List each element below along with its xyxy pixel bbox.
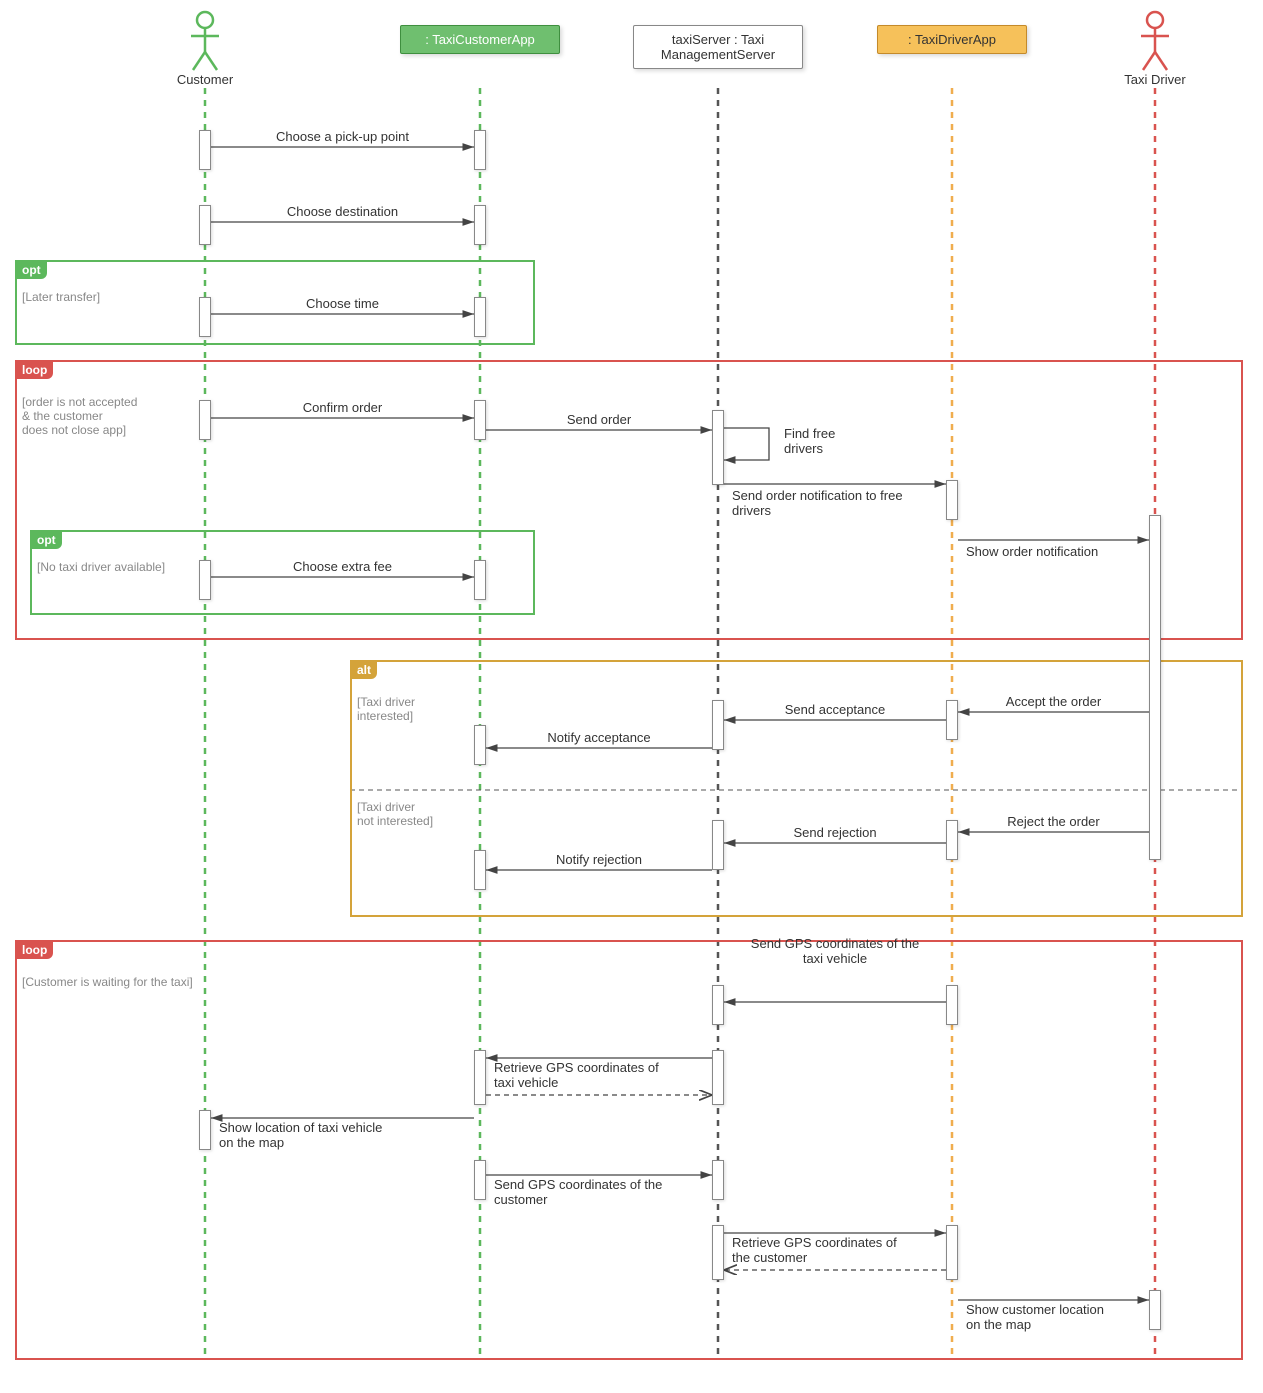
activation-8 bbox=[712, 410, 724, 485]
activation-23 bbox=[199, 1110, 211, 1150]
message-7-label: Show order notification bbox=[966, 544, 1098, 559]
fragment-opt-0-guard: [Later transfer] bbox=[22, 290, 100, 304]
fragment-opt-0-tab: opt bbox=[16, 261, 47, 279]
actor-customer-icon bbox=[191, 12, 219, 70]
fragment-loop-4-tab: loop bbox=[16, 941, 53, 959]
message-10-label: Send acceptance bbox=[724, 702, 946, 717]
activation-5 bbox=[474, 297, 486, 337]
message-8-label: Choose extra fee bbox=[211, 559, 474, 574]
activation-13 bbox=[946, 700, 958, 740]
fragment-alt-3-guard2: [Taxi drivernot interested] bbox=[357, 800, 433, 828]
message-4-label: Send order bbox=[486, 412, 712, 427]
activation-21 bbox=[474, 1050, 486, 1105]
message-6-label: Send order notification to freedrivers bbox=[732, 488, 903, 518]
activation-17 bbox=[712, 820, 724, 870]
fragment-loop-4: loop bbox=[15, 940, 1243, 1360]
message-13-label: Send rejection bbox=[724, 825, 946, 840]
message-15-label: Send GPS coordinates of thetaxi vehicle bbox=[724, 936, 946, 966]
activation-2 bbox=[199, 205, 211, 245]
message-2-label: Choose time bbox=[211, 296, 474, 311]
lifeline-box-server: taxiServer : TaxiManagementServer bbox=[633, 25, 803, 69]
message-20-label: Retrieve GPS coordinates ofthe customer bbox=[732, 1235, 897, 1265]
message-22-label: Show customer locationon the map bbox=[966, 1302, 1104, 1332]
message-18-label: Show location of taxi vehicleon the map bbox=[219, 1120, 382, 1150]
activation-25 bbox=[712, 1160, 724, 1200]
activation-18 bbox=[474, 850, 486, 890]
activation-9 bbox=[946, 480, 958, 520]
activation-24 bbox=[474, 1160, 486, 1200]
fragment-opt-2-guard: [No taxi driver available] bbox=[37, 560, 165, 574]
activation-20 bbox=[946, 985, 958, 1025]
activation-7 bbox=[474, 400, 486, 440]
message-9-label: Accept the order bbox=[958, 694, 1149, 709]
activation-27 bbox=[946, 1225, 958, 1280]
actor-driver-icon bbox=[1141, 12, 1169, 70]
message-16-label: Retrieve GPS coordinates oftaxi vehicle bbox=[494, 1060, 659, 1090]
fragment-loop-1-tab: loop bbox=[16, 361, 53, 379]
activation-12 bbox=[474, 560, 486, 600]
activation-19 bbox=[712, 985, 724, 1025]
activation-4 bbox=[199, 297, 211, 337]
lifeline-box-drvapp: : TaxiDriverApp bbox=[877, 25, 1027, 54]
actor-customer-label: Customer bbox=[145, 72, 265, 87]
actor-driver-label: Taxi Driver bbox=[1095, 72, 1215, 87]
activation-10 bbox=[1149, 515, 1161, 860]
message-14-label: Notify rejection bbox=[486, 852, 712, 867]
fragment-loop-1-guard: [order is not accepted& the customerdoes… bbox=[22, 395, 137, 437]
fragment-alt-3-tab: alt bbox=[351, 661, 377, 679]
activation-3 bbox=[474, 205, 486, 245]
message-11-label: Notify acceptance bbox=[486, 730, 712, 745]
message-5-label: Find freedrivers bbox=[784, 426, 835, 456]
activation-16 bbox=[946, 820, 958, 860]
fragment-opt-2-tab: opt bbox=[31, 531, 62, 549]
message-0-label: Choose a pick-up point bbox=[211, 129, 474, 144]
activation-0 bbox=[199, 130, 211, 170]
message-12-label: Reject the order bbox=[958, 814, 1149, 829]
fragment-alt-3-guard: [Taxi driverinterested] bbox=[357, 695, 415, 723]
activation-26 bbox=[712, 1225, 724, 1280]
message-3-label: Confirm order bbox=[211, 400, 474, 415]
activation-22 bbox=[712, 1050, 724, 1105]
fragment-loop-4-guard: [Customer is waiting for the taxi] bbox=[22, 975, 193, 989]
activation-11 bbox=[199, 560, 211, 600]
activation-6 bbox=[199, 400, 211, 440]
activation-15 bbox=[474, 725, 486, 765]
lifeline-box-custapp: : TaxiCustomerApp bbox=[400, 25, 560, 54]
activation-14 bbox=[712, 700, 724, 750]
message-19-label: Send GPS coordinates of thecustomer bbox=[494, 1177, 662, 1207]
activation-1 bbox=[474, 130, 486, 170]
activation-28 bbox=[1149, 1290, 1161, 1330]
message-1-label: Choose destination bbox=[211, 204, 474, 219]
